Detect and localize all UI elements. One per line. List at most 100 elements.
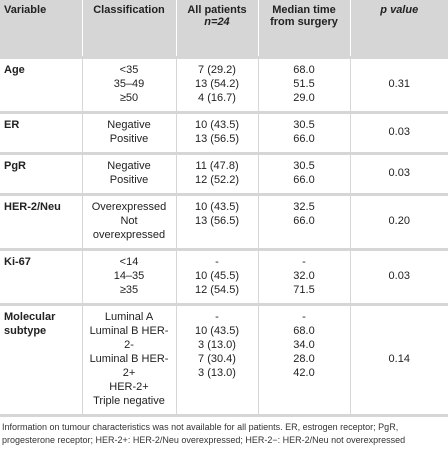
median-cell: - 32.0 71.5 [258, 248, 351, 305]
patients-cell: - 10 (45.5) 12 (54.5) [176, 248, 259, 305]
patients-item: 13 (56.5) [194, 133, 240, 145]
header-cell: Classification [82, 0, 177, 58]
variable-cell: ER [0, 111, 83, 154]
classifications-item: Luminal B HER-2- [89, 325, 169, 351]
median-cell: - 68.0 34.0 28.0 42.0 [258, 303, 351, 414]
classifications-item: <35 [119, 64, 139, 76]
classifications-item: 35–49 [113, 78, 145, 90]
group-row: Ki-67 <14 14–35 ≥35 - 10 (45.5) 12 (54.5) - 32.0… [0, 248, 448, 305]
patients-item: 3 (13.0) [198, 339, 236, 351]
header-cell: All patients n=24 [176, 0, 259, 58]
p-value-cell: 0.14 [350, 303, 448, 414]
patients-item: 13 (54.2) [194, 78, 240, 90]
patients-item: 3 (13.0) [198, 367, 236, 379]
median-item: 68.0 [293, 325, 315, 337]
classifications-item: 14–35 [113, 270, 145, 282]
classifications-item: Luminal B HER-2+ [89, 353, 169, 379]
variable-cell: HER-2/Neu [0, 193, 83, 250]
median-cell: 30.5 66.0 [258, 152, 351, 195]
median-item: 68.0 [293, 64, 315, 76]
classifications-item: Positive [109, 174, 149, 186]
patients-cell: 10 (43.5) 13 (56.5) [176, 111, 259, 154]
median-item: 29.0 [293, 92, 315, 104]
header-text: All patients [187, 4, 247, 16]
median-item: 42.0 [293, 367, 315, 379]
p-value-cell: 0.03 [350, 152, 448, 195]
classifications-item: ≥35 [119, 284, 139, 296]
group-row: PgR Negative Positive 11 (47.8) 12 (52.2) 30.… [0, 152, 448, 195]
classifications-item: Triple negative [93, 395, 165, 407]
results-table: Variable Classification All patients n=24… [0, 0, 448, 414]
table-header: Variable Classification All patients n=24… [0, 0, 448, 58]
classifications-cell: <14 14–35 ≥35 [82, 248, 177, 305]
patients-item: 7 (30.4) [198, 353, 236, 365]
group-row: HER-2/Neu Overexpressed Not overexpressed 1… [0, 193, 448, 250]
median-item: 30.5 [293, 119, 315, 131]
p-value-cell: 0.20 [350, 193, 448, 250]
classifications-item: Not overexpressed [92, 215, 166, 241]
header-row: Variable Classification All patients n=24… [0, 0, 448, 58]
patients-item: 10 (43.5) [194, 325, 240, 337]
classifications-cell: Luminal A Luminal B HER-2- Luminal B HER-2… [82, 303, 177, 414]
patients-item: 11 (47.8) [195, 160, 239, 172]
median-item: 30.5 [293, 160, 315, 172]
group-row: Molecular subtype Luminal A Luminal B HER-… [0, 303, 448, 414]
median-cell: 68.0 51.5 29.0 [258, 56, 351, 113]
patients-item: 10 (45.5) [194, 270, 240, 282]
median-cell: 30.5 66.0 [258, 111, 351, 154]
median-item: - [302, 256, 306, 268]
patients-cell: 11 (47.8) 12 (52.2) [176, 152, 259, 195]
median-item: 51.5 [293, 78, 315, 90]
classifications-item: HER-2+ [109, 381, 149, 393]
header-text: n=24 [204, 16, 230, 28]
classifications-item: Luminal A [104, 311, 154, 323]
patients-item: 12 (54.5) [194, 284, 240, 296]
variable-cell: PgR [0, 152, 83, 195]
patients-cell: 7 (29.2) 13 (54.2) 4 (16.7) [176, 56, 259, 113]
header-cell: Median time from surgery [258, 0, 351, 58]
patients-cell: 10 (43.5) 13 (56.5) [176, 193, 259, 250]
p-value-cell: 0.31 [350, 56, 448, 113]
classifications-item: <14 [119, 256, 139, 268]
classifications-item: Positive [109, 133, 149, 145]
classifications-cell: Negative Positive [82, 111, 177, 154]
patients-item: 10 (43.5) [194, 201, 240, 213]
median-item: - [302, 311, 306, 323]
median-item: 34.0 [293, 339, 315, 351]
median-item: 71.5 [293, 284, 315, 296]
group-row: Age <35 35–49 ≥50 7 (29.2) 13 (54.2) 4 (16.7) 6… [0, 56, 448, 113]
patients-item: - [215, 311, 219, 323]
classifications-cell: Negative Positive [82, 152, 177, 195]
variable-cell: Ki-67 [0, 248, 83, 305]
p-value-cell: 0.03 [350, 111, 448, 154]
table-body: Age <35 35–49 ≥50 7 (29.2) 13 (54.2) 4 (16.7) 6… [0, 56, 448, 414]
patients-item: 10 (43.5) [194, 119, 240, 131]
classifications-cell: <35 35–49 ≥50 [82, 56, 177, 113]
classifications-item: Negative [107, 160, 151, 172]
p-value-cell: 0.03 [350, 248, 448, 305]
median-item: 66.0 [293, 174, 315, 186]
classifications-item: Overexpressed [91, 201, 167, 213]
median-cell: 32.5 66.0 [258, 193, 351, 250]
group-row: ER Negative Positive 10 (43.5) 13 (56.5) 30.5… [0, 111, 448, 154]
classifications-cell: Overexpressed Not overexpressed [82, 193, 177, 250]
patients-item: 12 (52.2) [194, 174, 240, 186]
classifications-item: ≥50 [119, 92, 139, 104]
median-item: 66.0 [293, 133, 315, 145]
variable-cell: Age [0, 56, 83, 113]
patients-item: 13 (56.5) [194, 215, 240, 227]
header-cell: Variable [0, 0, 83, 58]
variable-cell: Molecular subtype [0, 303, 83, 414]
classifications-item: Negative [107, 119, 151, 131]
patients-item: 4 (16.7) [198, 92, 236, 104]
patients-item: 7 (29.2) [198, 64, 236, 76]
patients-item: - [215, 256, 219, 268]
median-item: 66.0 [293, 215, 315, 227]
median-item: 32.0 [293, 270, 315, 282]
footnote: Information on tumour characteristics wa… [0, 414, 448, 451]
header-cell: p value [350, 0, 448, 58]
patients-cell: - 10 (43.5) 3 (13.0) 7 (30.4) 3 (13.0) [176, 303, 259, 414]
median-item: 32.5 [293, 201, 315, 213]
median-item: 28.0 [293, 353, 315, 365]
